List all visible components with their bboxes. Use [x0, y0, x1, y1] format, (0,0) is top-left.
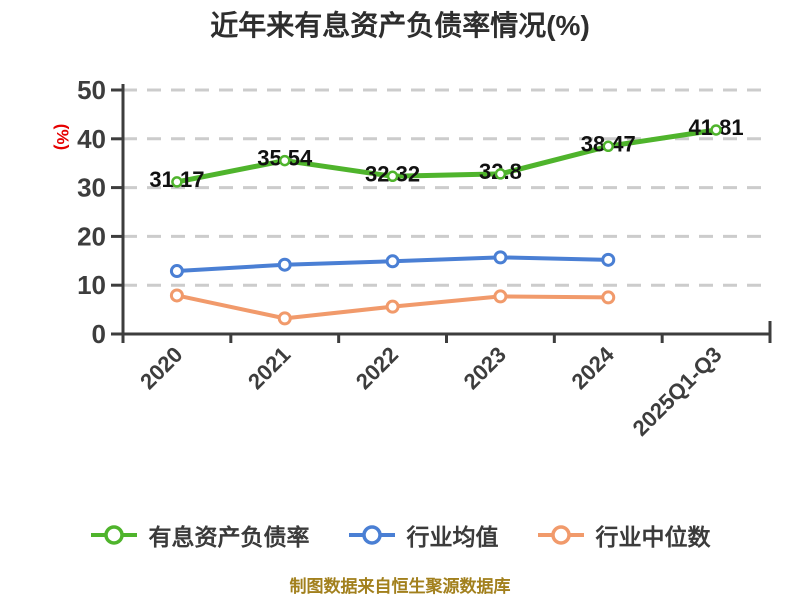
svg-text:0: 0	[92, 319, 106, 349]
chart-legend: 有息资产负债率 行业均值 行业中位数	[0, 518, 800, 552]
legend-label: 有息资产负债率	[148, 524, 310, 550]
svg-text:2023: 2023	[459, 342, 511, 394]
svg-text:20: 20	[77, 221, 106, 251]
line-chart: 0 10 20 30 40 50 2020 2021 2022 2023 2024 2025Q1-Q3…	[53, 75, 772, 441]
legend-item-debt-ratio[interactable]: 有息资产负债率	[90, 518, 310, 552]
svg-text:2021: 2021	[243, 342, 295, 394]
legend-item-industry-mean[interactable]: 行业均值	[348, 518, 499, 552]
svg-text:30: 30	[77, 173, 106, 203]
legend-marker-orange-icon	[537, 525, 584, 545]
svg-text:40: 40	[77, 124, 106, 154]
svg-text:2020: 2020	[135, 342, 187, 394]
svg-text:2024: 2024	[566, 341, 619, 394]
legend-item-industry-median[interactable]: 行业中位数	[537, 518, 711, 552]
source-note: 制图数据来自恒生聚源数据库	[289, 577, 511, 596]
chart-title: 近年来有息资产负债率情况(%)	[210, 10, 590, 41]
svg-text:(%): (%)	[53, 124, 72, 150]
svg-text:2025Q1-Q3: 2025Q1-Q3	[628, 342, 727, 441]
svg-text:10: 10	[77, 270, 106, 300]
legend-label: 行业中位数	[595, 524, 711, 550]
legend-label: 行业均值	[406, 524, 499, 550]
svg-text:2022: 2022	[351, 342, 403, 394]
svg-text:50: 50	[77, 75, 106, 105]
legend-marker-blue-icon	[348, 525, 395, 545]
legend-marker-green-icon	[90, 525, 137, 545]
